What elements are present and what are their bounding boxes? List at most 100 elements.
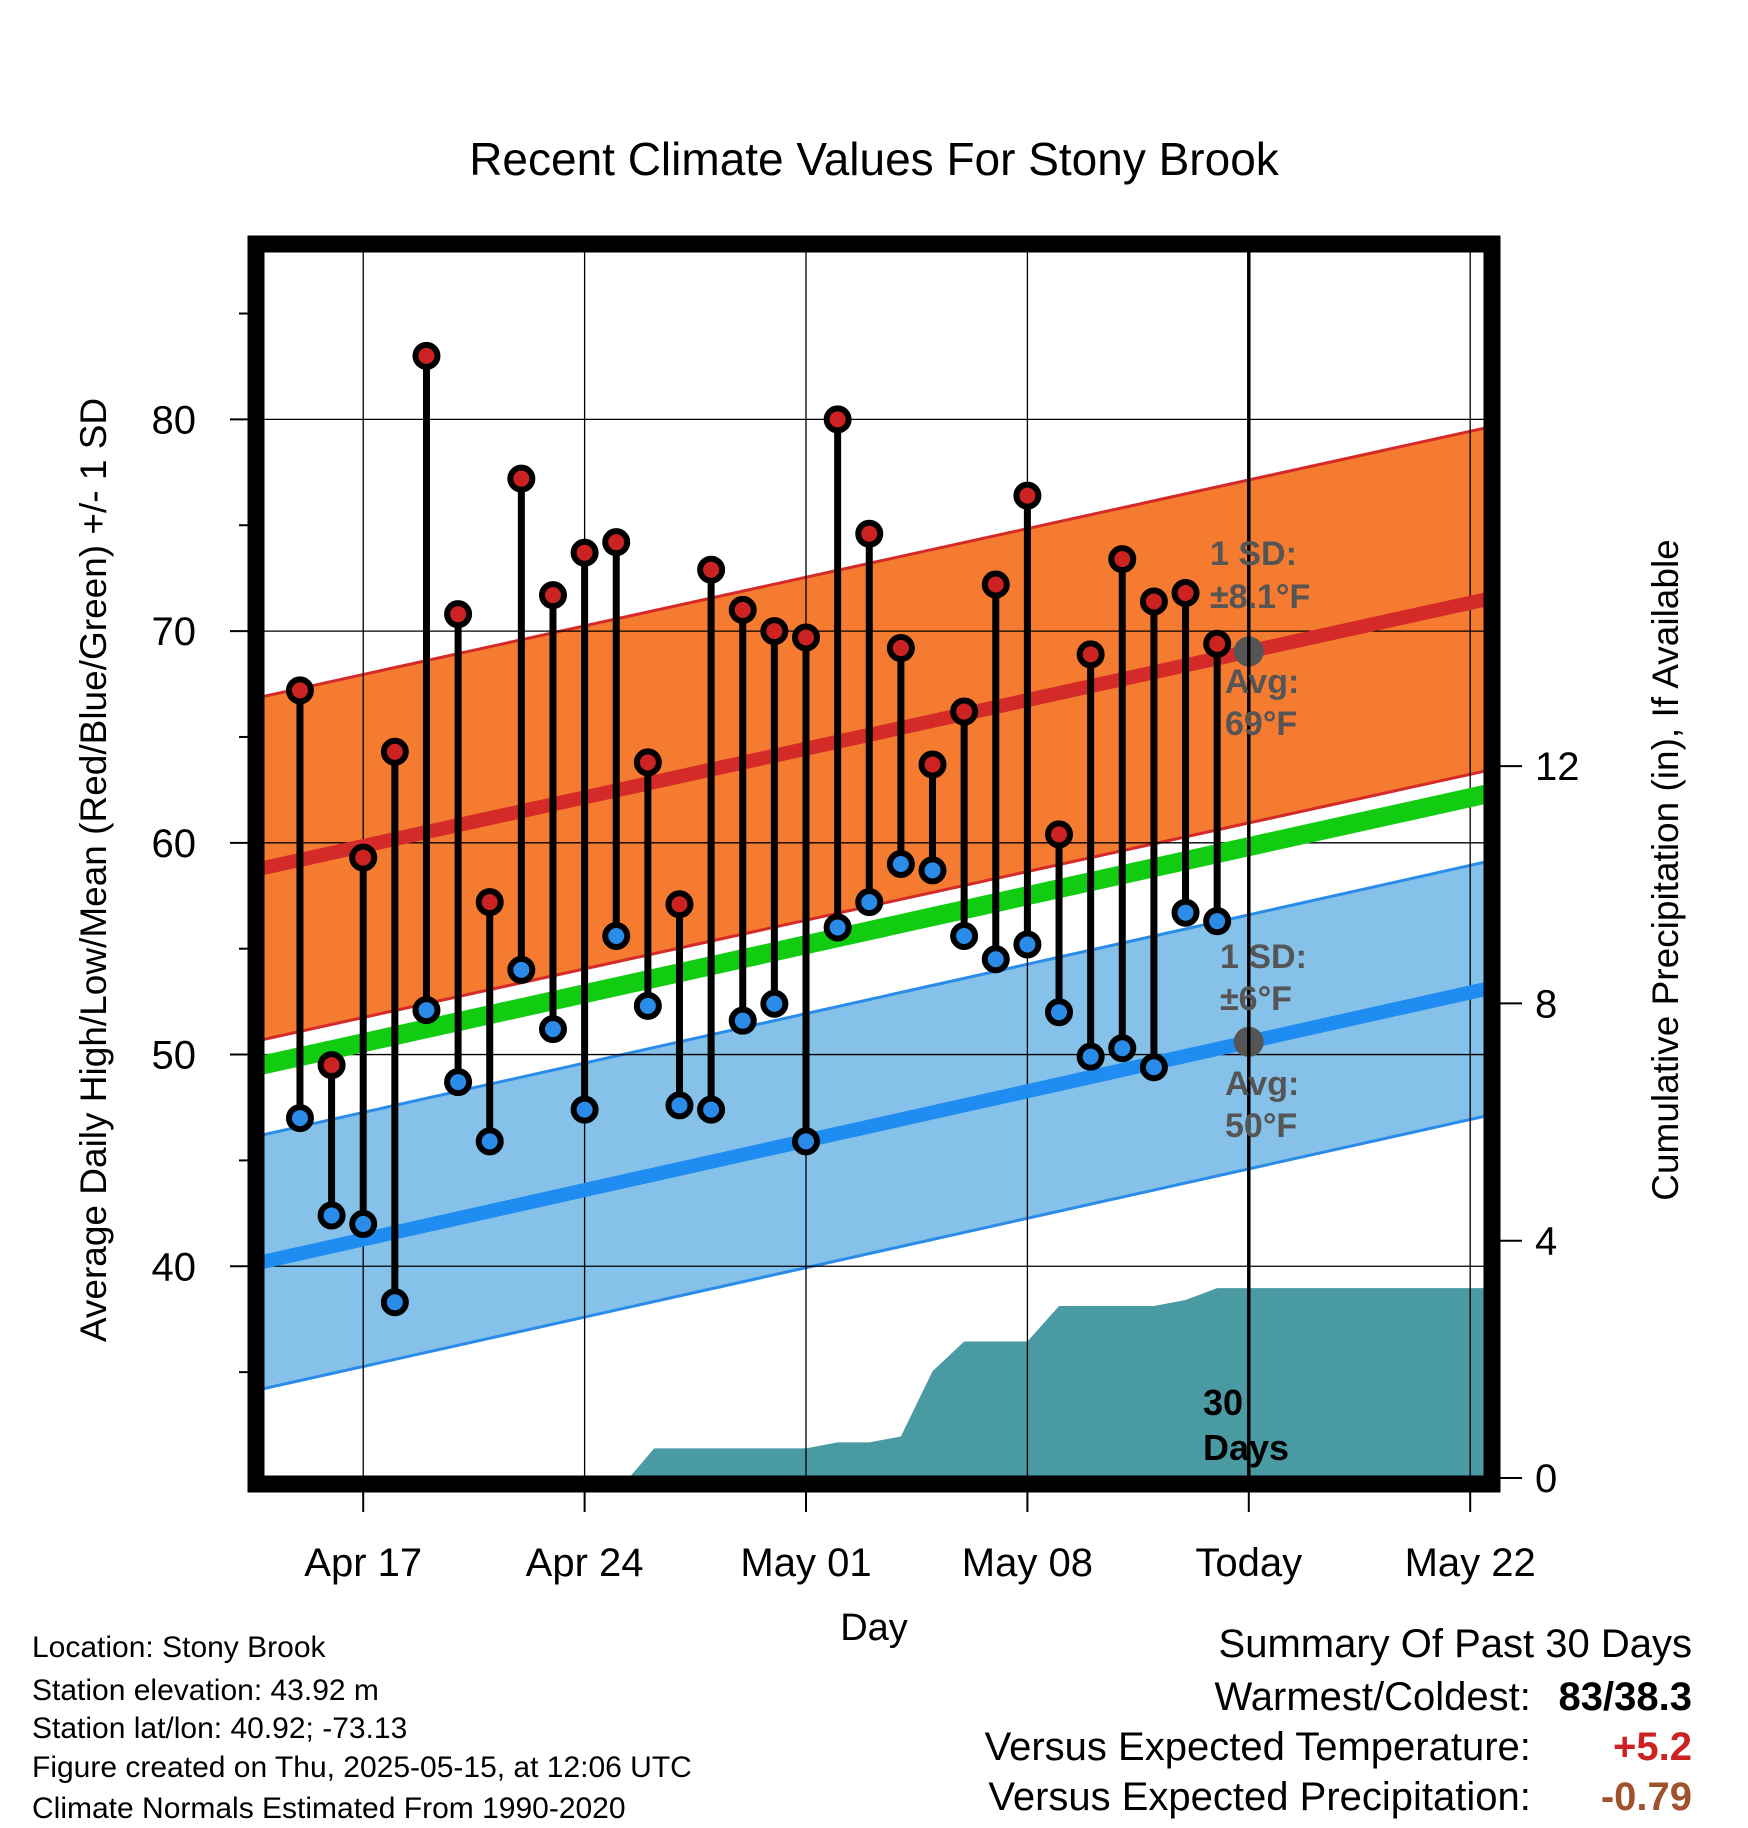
footer-location: Location: Stony Brook [32,1631,326,1664]
low-sd-value: ±6°F [1220,980,1292,1018]
summary-warm-cold: Warmest/Coldest: 83/38.3 [1215,1675,1693,1720]
y-tick-label: 40 [152,1245,197,1289]
daily-high-point [570,538,599,567]
daily-high-point [602,528,631,557]
y2-tick-label: 12 [1535,745,1580,789]
daily-high-point [317,1051,346,1080]
y2-tick-label: 8 [1535,982,1557,1026]
y2-tick-label: 4 [1535,1220,1557,1264]
daily-high-point [665,890,694,919]
y2-tick-label: 0 [1535,1457,1557,1501]
daily-high-point [1045,820,1074,849]
daily-high-point [1013,481,1042,510]
precip-area [262,1288,1486,1478]
low-avg-value: 50°F [1225,1107,1297,1145]
high-sd-annotation: 1 SD: ±8.1°F Avg: 69°F [1210,535,1310,743]
daily-high-point [1139,587,1168,616]
x-tick-label: May 22 [1405,1541,1536,1585]
daily-low-point [1203,907,1232,936]
daily-low-point [855,888,884,917]
daily-high-point [823,405,852,434]
x-tick-label: May 08 [962,1541,1093,1585]
daily-high-point [1203,629,1232,658]
daily-high-point [380,737,409,766]
daily-low-point [349,1209,378,1238]
x-axis-label: Day [840,1607,908,1649]
daily-high-point [285,676,314,705]
summary-precip: Versus Expected Precipitation: -0.79 [988,1775,1692,1820]
daily-low-point [507,955,536,984]
footer-normals: Climate Normals Estimated From 1990-2020 [32,1792,626,1825]
daily-low-point [285,1104,314,1133]
daily-high-point [475,888,504,917]
daily-high-point [538,581,567,610]
daily-low-point [886,850,915,878]
daily-low-point [1108,1034,1137,1063]
daily-low-point [1013,930,1042,959]
y2-axis-label: Cumulative Precipitation (in), If Availa… [1645,539,1686,1201]
daily-low-point [317,1201,346,1230]
daily-low-point [728,1006,757,1035]
daily-low-point [1139,1053,1168,1082]
daily-low-point [538,1015,567,1044]
x-tick-label: May 01 [740,1541,871,1585]
daily-low-point [697,1095,726,1124]
daily-high-point [855,519,884,548]
chart-title: Recent Climate Values For Stony Brook [469,133,1280,185]
footer-elevation: Station elevation: 43.92 m [32,1674,379,1707]
daily-low-point [380,1288,409,1317]
daily-high-point [760,617,789,646]
daily-high-point [918,750,947,779]
daily-high-point [349,843,378,872]
summary-temp: Versus Expected Temperature: +5.2 [985,1725,1692,1770]
days-word: Days [1203,1427,1289,1468]
daily-high-point [728,595,757,624]
daily-high-point [950,697,979,726]
daily-high-point [633,748,662,777]
mean-normal-line [262,784,1486,1075]
warm-cold-label: Warmest/Coldest: [1214,1675,1531,1719]
daily-low-point [633,991,662,1020]
daily-low-point [444,1068,473,1097]
plot-area [262,250,1486,1478]
low-avg-label: Avg: [1225,1065,1299,1103]
daily-high-point [1076,640,1105,669]
y-tick-label: 50 [152,1034,197,1078]
daily-high-point [1171,578,1200,607]
y-tick-label: 70 [152,610,197,654]
daily-low-point [792,1127,820,1156]
y-axis-label: Average Daily High/Low/Mean (Red/Blue/Gr… [73,398,114,1342]
y-tick-label: 80 [152,398,197,442]
x-tick-label: Apr 24 [526,1541,644,1585]
high-avg-value: 69°F [1225,705,1297,743]
daily-high-point [886,634,915,663]
warm-cold-value: 83/38.3 [1558,1675,1692,1719]
daily-high-point [792,623,820,652]
plot-frame [247,235,1501,1493]
daily-low-point [823,913,852,942]
daily-low-point [950,921,979,950]
daily-high-point [444,600,473,629]
daily-low-point [1045,998,1074,1027]
low-normal-line [262,982,1486,1269]
axes: 40 50 60 70 80 0 4 8 12 Apr 17 Apr 24 May 01 May 08 T… [152,235,1580,1585]
low-sd-annotation: 1 SD: ±6°F Avg: 50°F [1220,938,1307,1145]
temp-value: +5.2 [1613,1725,1692,1769]
daily-low-point [412,996,441,1025]
y-tick-label: 60 [152,822,197,866]
precip-label: Versus Expected Precipitation: [988,1775,1531,1819]
high-sd-value: ±8.1°F [1210,578,1310,616]
daily-low-point [602,921,631,950]
temp-label: Versus Expected Temperature: [984,1725,1531,1769]
daily-high-point [697,555,726,584]
precip-value: -0.79 [1600,1775,1692,1819]
summary-title: Summary Of Past 30 Days [1218,1622,1692,1666]
daily-high-point [981,570,1010,599]
daily-low-point [475,1127,504,1156]
days-count: 30 [1203,1382,1243,1423]
high-avg-label: Avg: [1225,663,1299,701]
footer-created: Figure created on Thu, 2025-05-15, at 12… [32,1751,692,1784]
daily-low-point [570,1095,599,1124]
high-band-upper-edge [262,426,1486,699]
